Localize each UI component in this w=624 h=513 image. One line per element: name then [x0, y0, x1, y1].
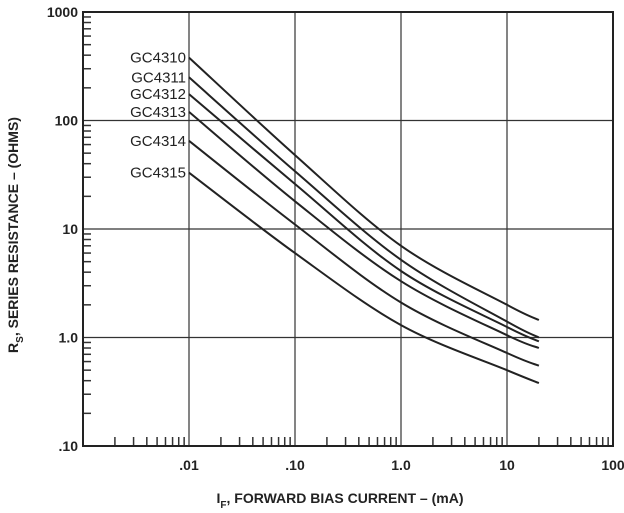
- y-tick-labels: 1000 100 10 1.0 .10: [47, 4, 78, 454]
- x-tick-label: 10: [499, 457, 515, 473]
- series-label-gc4315: GC4315: [130, 165, 186, 182]
- x-axis-label: IF, FORWARD BIAS CURRENT – (mA): [217, 490, 464, 511]
- y-tick-label: 1000: [47, 4, 78, 20]
- plot-frame: [82, 11, 614, 447]
- series-label-gc4311: GC4311: [131, 69, 186, 86]
- y-tick-label: .10: [59, 438, 79, 454]
- series-lines: [188, 56, 540, 385]
- x-tick-labels: .01 .10 1.0 10 100: [179, 457, 624, 473]
- series-line-gc4314: [188, 140, 540, 367]
- y-tick-label: 1.0: [59, 330, 79, 346]
- y-axis-label-text: , SERIES RESISTANCE – (OHMS): [5, 117, 21, 336]
- x-tick-label: 100: [601, 457, 624, 473]
- series-label-gc4313: GC4313: [130, 104, 186, 121]
- series-label-gc4312: GC4312: [130, 86, 186, 103]
- y-tick-label: 10: [62, 221, 78, 237]
- series-line-gc4315: [188, 171, 540, 385]
- y-axis-label-symbol: R: [5, 343, 21, 353]
- series-label-gc4310: GC4310: [130, 50, 186, 67]
- minor-ticks: [83, 16, 609, 446]
- x-axis-label-text: , FORWARD BIAS CURRENT – (mA): [227, 490, 464, 506]
- x-tick-label: 1.0: [391, 457, 411, 473]
- y-axis-label: RS, SERIES RESISTANCE – (OHMS): [5, 117, 26, 353]
- x-axis-label-subscript: F: [220, 500, 226, 511]
- series-label-gc4314: GC4314: [130, 133, 186, 150]
- x-tick-label: .10: [285, 457, 305, 473]
- series-line-gc4310: [188, 56, 540, 321]
- series-line-gc4313: [188, 111, 540, 349]
- x-tick-label: .01: [179, 457, 199, 473]
- series-line-gc4312: [188, 93, 540, 343]
- y-tick-label: 100: [55, 113, 79, 129]
- x-axis-label-symbol: I: [217, 490, 221, 506]
- y-axis-label-subscript: S: [15, 336, 26, 343]
- series-line-gc4311: [188, 76, 540, 339]
